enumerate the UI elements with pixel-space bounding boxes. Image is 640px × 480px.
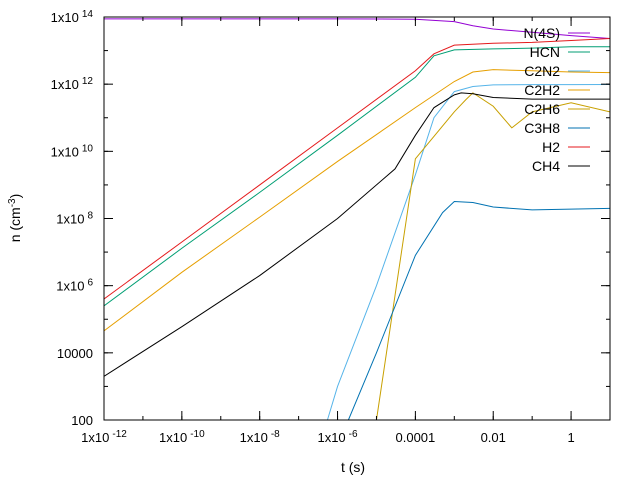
legend-label-c3h8: C3H8 <box>524 120 560 136</box>
series-layer <box>104 18 610 420</box>
x-tick-label: 1x10 -12 <box>81 429 127 446</box>
series-line-c2h2 <box>104 69 610 332</box>
x-tick-label: 1x10 -6 <box>317 429 358 446</box>
legend-label-h2: H2 <box>542 139 560 155</box>
y-axis-label: n (cm-3) <box>7 194 24 243</box>
series-line-c2n2 <box>326 83 610 420</box>
y-tick-label: 1x10 6 <box>56 277 93 294</box>
series-line-hcn <box>104 46 610 307</box>
x-tick-label: 1x10 -10 <box>159 429 205 446</box>
y-tick-label: 1x10 8 <box>56 210 93 227</box>
legend-label-n-4s: N(4S) <box>523 25 560 41</box>
y-tick-label: 10000 <box>57 346 93 361</box>
y-tick-label: 1x10 14 <box>51 9 94 26</box>
x-tick-label: 0.0001 <box>396 430 436 445</box>
x-tick-label: 1 <box>567 430 574 445</box>
x-tick-label: 1x10 -8 <box>240 429 281 446</box>
x-tick-label: 0.01 <box>481 430 506 445</box>
legend-label-c2h2: C2H2 <box>524 82 560 98</box>
series-line-h2 <box>104 37 610 300</box>
y-tick-label: 100 <box>71 413 93 428</box>
legend-label-ch4: CH4 <box>532 158 560 174</box>
legend-label-hcn: HCN <box>530 44 560 60</box>
series-line-c3h8 <box>347 201 610 420</box>
series-line-ch4 <box>104 92 610 377</box>
series-line-c2h6 <box>104 92 610 420</box>
legend-label-c2n2: C2N2 <box>524 63 560 79</box>
series-line-n-4s <box>104 18 610 39</box>
legend-label-c2h6: C2H6 <box>524 101 560 117</box>
x-axis-label: t (s) <box>341 459 365 475</box>
y-tick-label: 1x10 10 <box>51 143 94 160</box>
y-tick-label: 1x10 12 <box>51 76 94 93</box>
legend: N(4S) HCN C2N2 C2H2 C2H6 C3H8 H2 CH4 <box>523 25 590 174</box>
